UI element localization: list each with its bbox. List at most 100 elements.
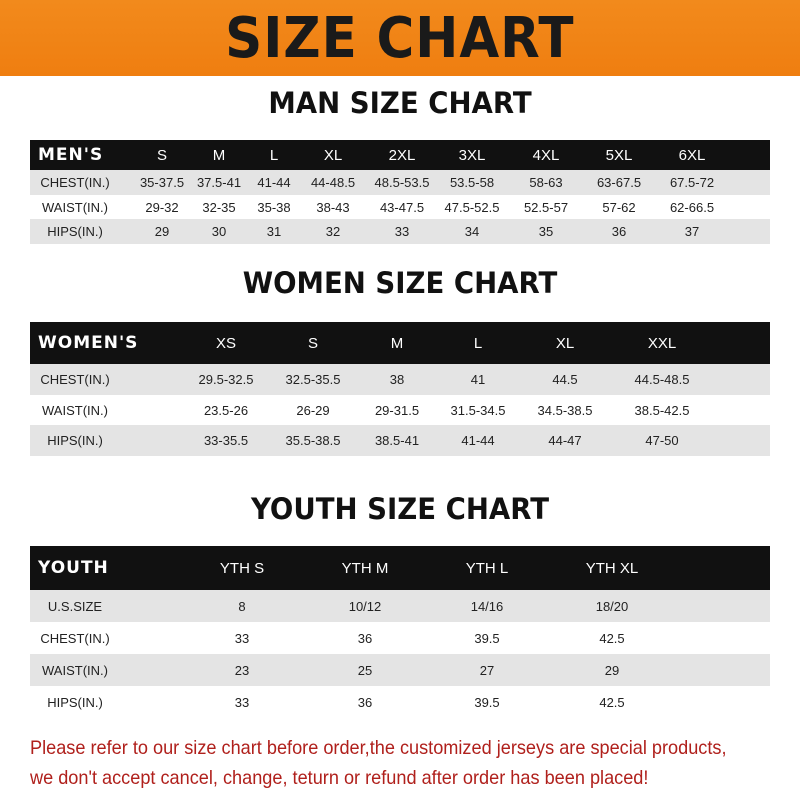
table-cell: 38-43	[316, 199, 350, 215]
table-cell: 35-37.5	[139, 175, 185, 190]
table-cell: 38.5-42.5	[634, 402, 690, 418]
table-cell: 33	[234, 694, 250, 710]
table-row: CHEST(IN.) 35-37.5 37.5-41 41-44 44-48.5 48.5…	[30, 170, 770, 195]
table-cell: 32	[325, 224, 341, 239]
table-cell: 57-62	[602, 199, 636, 215]
size-column-header: 2XL	[388, 146, 416, 164]
table-cell: 41-44	[461, 433, 495, 448]
table-cell: 23	[234, 662, 250, 678]
size-column-header: 5XL	[605, 146, 633, 164]
women-size-table: WOMEN'S XS S M L XL XXL CHEST(IN.) 29.5-32.5 32.5…	[30, 322, 770, 456]
table-cell: 23.5-26	[203, 402, 249, 418]
size-column-header: M	[390, 334, 404, 352]
table-cell: 36	[357, 694, 373, 710]
table-cell: 44.5-48.5	[634, 372, 690, 387]
women-section-title: WOMEN SIZE CHART	[242, 266, 558, 300]
table-category-label: MEN'S	[38, 145, 104, 165]
table-header-row: WOMEN'S XS S M L XL XXL	[30, 322, 770, 364]
size-column-header: YTH S	[219, 559, 265, 577]
size-column-header: M	[212, 146, 226, 164]
table-cell: 41	[470, 372, 486, 387]
table-cell: 37.5-41	[196, 175, 242, 190]
table-header-row: MEN'S S M L XL 2XL 3XL 4XL 5XL 6XL	[30, 140, 770, 170]
table-cell: 42.5	[599, 630, 625, 646]
notice-line-1: Please refer to our size chart before or…	[30, 737, 727, 759]
table-cell: 39.5	[474, 630, 500, 646]
table-cell: 44-48.5	[310, 175, 356, 190]
table-cell: 47.5-52.5	[444, 199, 500, 215]
table-cell: 41-44	[257, 175, 291, 190]
measurement-label: WAIST(IN.)	[42, 662, 108, 678]
table-cell: 36	[611, 224, 627, 239]
table-cell: 35-38	[257, 199, 291, 215]
measurement-label: HIPS(IN.)	[47, 694, 103, 710]
measurement-label: WAIST(IN.)	[42, 402, 108, 418]
table-cell: 34	[464, 224, 480, 239]
table-cell: 31.5-34.5	[450, 402, 506, 418]
youth-section-title: YOUTH SIZE CHART	[250, 492, 550, 526]
table-category-label: WOMEN'S	[38, 333, 139, 353]
table-cell: 29-32	[145, 199, 179, 215]
table-row: WAIST(IN.) 23.5-26 26-29 29-31.5 31.5-34.5 34…	[30, 395, 770, 425]
table-row: HIPS(IN.) 29 30 31 32 33 34 35 36 37	[30, 219, 770, 244]
size-column-header: S	[156, 146, 167, 164]
table-cell: 36	[357, 630, 373, 646]
size-column-header: XL	[323, 146, 343, 164]
table-header-row: YOUTH YTH S YTH M YTH L YTH XL	[30, 546, 770, 590]
table-cell: 14/16	[470, 598, 504, 614]
table-row: WAIST(IN.) 23 25 27 29	[30, 654, 770, 686]
table-cell: 33-35.5	[203, 433, 249, 448]
table-cell: 32.5-35.5	[285, 372, 341, 387]
size-column-header: L	[473, 334, 483, 352]
table-cell: 43-47.5	[379, 199, 425, 215]
table-cell: 27	[479, 662, 495, 678]
measurement-label: U.S.SIZE	[47, 598, 103, 614]
table-cell: 44-47	[548, 433, 582, 448]
table-cell: 53.5-58	[449, 175, 495, 190]
table-cell: 31	[266, 224, 282, 239]
table-cell: 52.5-57	[523, 199, 569, 215]
table-row: CHEST(IN.) 33 36 39.5 42.5	[30, 622, 770, 654]
table-cell: 33	[234, 630, 250, 646]
table-cell: 44.5	[552, 372, 578, 387]
table-cell: 48.5-53.5	[374, 175, 430, 190]
table-cell: 39.5	[474, 694, 500, 710]
measurement-label: CHEST(IN.)	[40, 630, 110, 646]
table-cell: 38.5-41	[374, 433, 420, 448]
table-cell: 8	[238, 598, 246, 614]
notice-line-2: we don't accept cancel, change, teturn o…	[30, 767, 649, 789]
table-cell: 33	[394, 224, 410, 239]
table-cell: 18/20	[595, 598, 629, 614]
table-cell: 35.5-38.5	[285, 433, 341, 448]
banner-title: SIZE CHART	[225, 5, 575, 71]
size-column-header: 6XL	[678, 146, 706, 164]
size-column-header: L	[269, 146, 279, 164]
table-cell: 25	[357, 662, 373, 678]
table-cell: 38	[389, 372, 405, 387]
size-column-header: XS	[215, 334, 236, 352]
men-size-table: MEN'S S M L XL 2XL 3XL 4XL 5XL 6XL CHEST(IN.) 35-37…	[30, 140, 770, 244]
table-cell: 34.5-38.5	[537, 402, 593, 418]
size-chart-banner: SIZE CHART	[0, 0, 800, 76]
order-notice: Please refer to our size chart before or…	[30, 733, 737, 793]
table-row: CHEST(IN.) 29.5-32.5 32.5-35.5 38 41 44.5 44.5…	[30, 364, 770, 395]
size-column-header: 3XL	[458, 146, 486, 164]
size-column-header: YTH M	[341, 559, 389, 577]
size-column-header: 4XL	[532, 146, 560, 164]
table-cell: 37	[684, 224, 700, 239]
table-cell: 35	[538, 224, 554, 239]
size-column-header: YTH L	[465, 559, 509, 577]
table-cell: 67.5-72	[669, 175, 715, 190]
table-row: U.S.SIZE 8 10/12 14/16 18/20	[30, 590, 770, 622]
table-row: WAIST(IN.) 29-32 32-35 35-38 38-43 43-47.5 47.…	[30, 195, 770, 219]
table-cell: 10/12	[348, 598, 382, 614]
table-cell: 42.5	[599, 694, 625, 710]
table-category-label: YOUTH	[38, 558, 109, 578]
table-row: HIPS(IN.) 33-35.5 35.5-38.5 38.5-41 41-44 44-…	[30, 425, 770, 456]
table-cell: 26-29	[296, 402, 330, 418]
table-cell: 29-31.5	[374, 402, 420, 418]
size-column-header: XL	[555, 334, 575, 352]
table-cell: 62-66.5	[669, 199, 715, 215]
table-cell: 29	[154, 224, 170, 239]
measurement-label: HIPS(IN.)	[47, 224, 103, 239]
